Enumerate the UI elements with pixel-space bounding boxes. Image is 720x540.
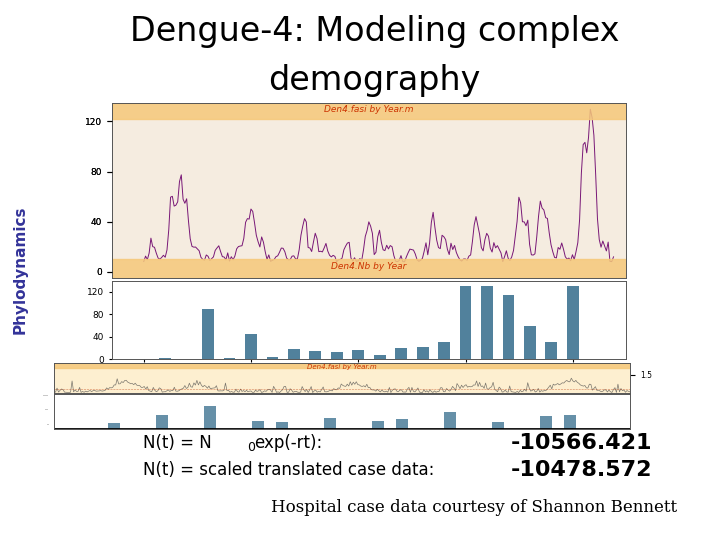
Bar xyxy=(540,416,552,429)
Text: --: -- xyxy=(44,408,48,413)
Bar xyxy=(459,286,472,359)
Text: Den4.Nb by Year: Den4.Nb by Year xyxy=(331,262,407,271)
Text: N(t) = N: N(t) = N xyxy=(143,434,211,451)
Bar xyxy=(352,350,364,359)
Bar xyxy=(288,349,300,359)
Bar xyxy=(159,358,171,359)
Bar xyxy=(331,353,343,359)
Bar xyxy=(492,422,504,429)
Text: -: - xyxy=(46,422,48,428)
Text: -10566.421: -10566.421 xyxy=(511,433,652,453)
Bar xyxy=(564,415,576,429)
Bar xyxy=(276,422,288,429)
Text: exp(-rt):: exp(-rt): xyxy=(254,434,322,451)
Bar xyxy=(374,355,386,359)
Bar xyxy=(204,406,216,429)
Bar xyxy=(438,342,450,359)
Bar xyxy=(481,286,493,359)
Text: -10478.572: -10478.572 xyxy=(511,460,652,480)
Bar xyxy=(546,342,557,359)
Text: 0: 0 xyxy=(247,441,255,454)
Bar xyxy=(112,103,626,119)
Bar xyxy=(503,295,514,359)
Bar xyxy=(245,334,257,359)
Bar xyxy=(266,357,279,359)
Bar xyxy=(156,415,168,429)
Text: Phylodynamics: Phylodynamics xyxy=(12,206,27,334)
Bar xyxy=(224,358,235,359)
Text: demography: demography xyxy=(269,64,480,97)
Text: Den4.fasi by Year.m: Den4.fasi by Year.m xyxy=(307,364,377,370)
Text: Dengue-4: Modeling complex: Dengue-4: Modeling complex xyxy=(130,15,619,48)
Bar xyxy=(567,286,579,359)
Text: Hospital case data courtesy of Shannon Bennett: Hospital case data courtesy of Shannon B… xyxy=(271,500,677,516)
Bar xyxy=(417,347,428,359)
Bar xyxy=(444,411,456,429)
Bar xyxy=(524,326,536,359)
Bar xyxy=(112,259,626,278)
Text: N(t) = scaled translated case data:: N(t) = scaled translated case data: xyxy=(143,461,434,479)
Text: ---: --- xyxy=(42,393,48,398)
Text: Den4.fasi by Year.m: Den4.fasi by Year.m xyxy=(324,105,414,114)
Bar xyxy=(252,421,264,429)
Bar xyxy=(372,421,384,429)
Bar xyxy=(395,348,407,359)
Bar xyxy=(396,419,408,429)
Bar xyxy=(310,350,321,359)
Bar xyxy=(108,423,120,429)
Bar xyxy=(54,363,630,368)
Bar xyxy=(324,417,336,429)
Bar xyxy=(202,309,214,359)
